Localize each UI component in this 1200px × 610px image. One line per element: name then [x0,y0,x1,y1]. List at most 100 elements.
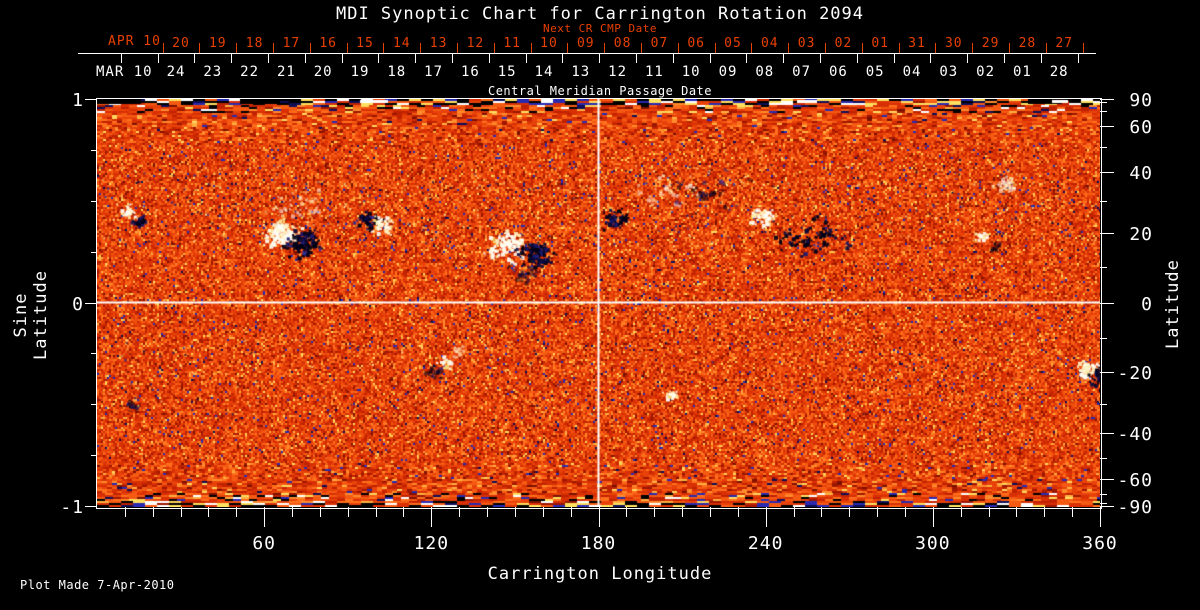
longitude-tick [849,507,851,517]
next-cr-tick [972,43,974,53]
next-cr-day-label: 17 [282,36,301,51]
cmp-day-label: 01 [1012,64,1032,80]
longitude-tick [124,507,126,517]
cmp-day-label: 17 [424,64,444,80]
sine-latitude-tick [85,99,97,100]
cmp-day-label: 13 [571,64,591,80]
next-cr-day-label: 19 [208,36,227,51]
cmp-day-label: 03 [939,64,959,80]
plot-border [96,98,1102,509]
longitude-tick-label: 180 [580,533,617,554]
latitude-minor-tick [1100,458,1107,460]
latitude-minor-tick [1100,337,1107,339]
sine-latitude-minor-tick [91,353,97,355]
next-cr-day-label: 01 [871,36,890,51]
next-cr-tick [677,43,679,53]
longitude-tick [264,507,266,527]
next-cr-cmp-date-label: Next CR CMP Date [543,22,657,35]
next-cr-tick [530,43,532,53]
sine-latitude-minor-tick [91,200,97,202]
longitude-tick-label: 120 [413,533,450,554]
longitude-tick [709,507,711,517]
next-cr-day-label: 10 [540,36,558,51]
longitude-tick [1100,507,1101,527]
cmp-day-label: 19 [350,64,370,80]
cmp-day-label: 10 [681,64,701,80]
cmp-tick [930,54,932,63]
next-cr-day-label: 28 [1018,36,1037,51]
next-cr-day-label: 13 [429,36,448,51]
next-cr-tick [309,43,311,53]
next-cr-day-label: 18 [245,36,264,51]
longitude-tick [932,507,934,527]
cmp-tick [157,54,159,63]
magnetogram-map [97,99,1100,507]
longitude-tick [904,507,906,517]
longitude-tick [180,507,182,517]
longitude-tick [487,507,489,517]
cmp-tick [268,54,269,63]
next-cr-day-label: 04 [760,36,779,51]
longitude-tick [152,507,154,517]
longitude-tick [988,507,990,517]
cmp-day-label: 18 [387,64,407,80]
longitude-tick [682,507,684,517]
latitude-tick-label: 20 [1129,223,1153,245]
latitude-tick [1100,478,1114,480]
latitude-tick [1100,99,1114,100]
next-cr-tick [273,43,274,53]
latitude-minor-tick [1100,493,1107,495]
cmp-tick [120,54,122,63]
longitude-tick-label: 300 [915,533,951,554]
next-cr-day-label: 29 [981,36,1000,51]
next-cr-tick [567,43,569,53]
longitude-tick-label: 360 [1082,533,1118,554]
next-cr-tick [236,43,238,53]
latitude-tick [1100,372,1114,374]
longitude-tick [208,507,210,517]
sine-latitude-tick-label: -1 [60,497,84,518]
next-cr-tick [420,43,422,53]
next-cr-day-label: 11 [503,36,522,51]
next-cr-day-label: 15 [356,36,374,51]
cmp-tick [672,54,674,63]
cmp-tick [525,54,527,63]
next-cr-day-label: 16 [319,36,338,51]
latitude-minor-tick [1100,200,1107,202]
cmp-tick [194,54,196,63]
latitude-tick-label: -40 [1117,424,1153,446]
longitude-tick [375,507,377,517]
cmp-tick [709,54,711,63]
next-cr-tick [641,43,642,53]
cmp-day-label: 20 [313,64,333,80]
cmp-tick [599,54,601,63]
cmp-tick [967,54,969,63]
next-cr-day-label: 02 [834,36,853,51]
cmp-day-label: 02 [976,64,996,80]
sine-latitude-minor-tick [91,404,97,406]
latitude-tick [1100,506,1114,507]
next-cr-day-label: 27 [1055,36,1074,51]
cmp-day-label: 14 [534,64,554,80]
next-cr-tick [383,43,385,53]
cmp-day-label: 05 [865,64,885,80]
next-cr-day-label: 20 [172,36,190,51]
longitude-tick [821,507,823,517]
next-cr-day-label: 05 [724,36,742,51]
cmp-day-label: 09 [718,64,738,80]
next-cr-day-label: 30 [944,36,963,51]
cmp-tick [452,54,453,63]
latitude-minor-tick [1100,267,1107,269]
cmp-day-label: 16 [460,64,480,80]
latitude-tick-label: 60 [1129,117,1153,139]
next-cr-tick [898,43,900,53]
latitude-tick-label: 0 [1141,293,1153,315]
longitude-tick [570,507,572,517]
cmp-tick [636,54,637,63]
next-cr-tick [1045,43,1047,53]
latitude-minor-tick [1100,111,1107,113]
cmp-day-label: 22 [240,64,260,80]
latitude-minor-tick [1100,502,1107,504]
longitude-tick [431,507,433,527]
